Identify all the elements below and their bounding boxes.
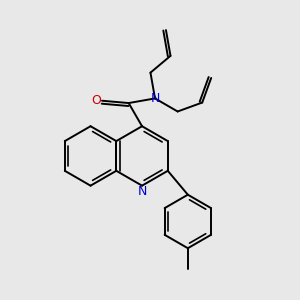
Text: N: N bbox=[151, 92, 160, 105]
Text: O: O bbox=[92, 94, 102, 107]
Text: N: N bbox=[137, 184, 147, 197]
